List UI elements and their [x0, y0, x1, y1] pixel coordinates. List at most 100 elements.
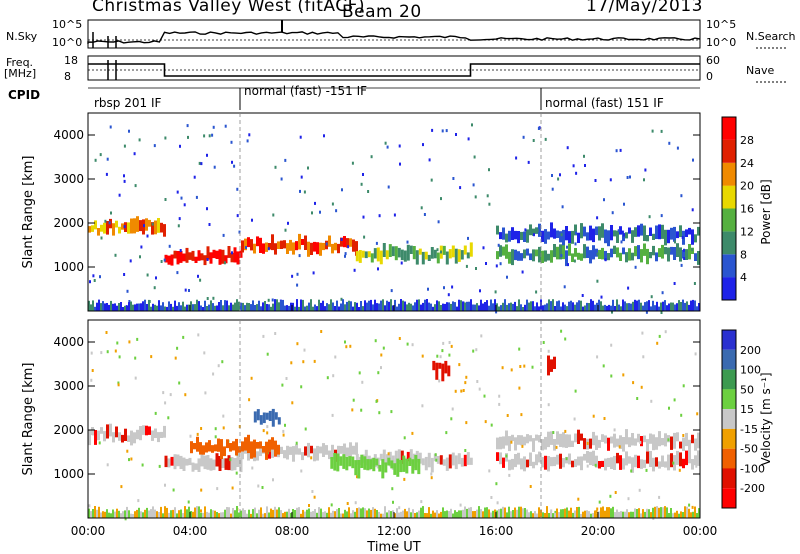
power-speck [691, 248, 694, 252]
power-cell [340, 237, 343, 247]
velocity-speck [345, 345, 348, 349]
velocity-cell [241, 451, 244, 460]
power-speck [375, 241, 378, 245]
power-ground [162, 302, 164, 311]
power-speck [246, 139, 249, 143]
power-ground [430, 303, 432, 311]
power-speck [238, 230, 241, 234]
power-cell [163, 224, 166, 237]
velocity-cell [379, 453, 383, 461]
velocity-speck [128, 340, 131, 344]
velocity-ground [632, 511, 634, 518]
power-speck [495, 310, 498, 314]
velocity-ground [114, 511, 116, 518]
power-ground [170, 303, 172, 311]
velocity-ground [168, 512, 170, 518]
power-ground [630, 303, 632, 311]
velocity-ground [430, 513, 432, 518]
power-ground [352, 306, 354, 311]
power-ground [550, 301, 552, 311]
velocity-speck [295, 441, 298, 445]
velocity-ground [388, 510, 390, 518]
velocity-cell [203, 455, 207, 470]
power-ground [456, 306, 458, 311]
power-cell [604, 229, 607, 244]
velocity-speck [221, 360, 224, 364]
power-cell [640, 223, 643, 236]
x-tick-label: 16:00 [479, 524, 514, 538]
velocity-cell [97, 430, 100, 441]
power-speck [581, 294, 584, 297]
velocity-ground [498, 509, 500, 518]
velocity-cell [523, 456, 526, 472]
velocity-ground [254, 507, 256, 518]
power-speck [436, 248, 439, 252]
velocity-ground [460, 510, 462, 518]
velocity-ground [682, 512, 684, 518]
velocity-speck [382, 346, 385, 350]
velocity-cell [343, 443, 346, 458]
velocity-speck [450, 344, 453, 348]
power-cell [589, 225, 592, 241]
velocity-speck [313, 359, 316, 363]
power-speck [533, 233, 535, 237]
power-cell [625, 232, 628, 239]
velocity-cell [460, 457, 464, 467]
power-speck [451, 285, 454, 289]
velocity-ground [122, 511, 124, 518]
power-ground [206, 306, 208, 311]
velocity-speck [464, 449, 467, 452]
velocity-ground [228, 507, 230, 518]
power-speck [430, 178, 433, 182]
velocity-speck [627, 497, 630, 501]
velocity-cell [655, 457, 658, 467]
power-ground [342, 299, 344, 311]
power-cell [343, 236, 346, 248]
velocity-speck [614, 491, 617, 494]
velocity-speck [274, 332, 277, 335]
power-ground [662, 301, 664, 311]
velocity-ground [530, 511, 532, 518]
power-cell [182, 253, 186, 262]
power-cell [430, 247, 434, 259]
velocity-ground [392, 510, 394, 518]
power-ground [382, 299, 384, 311]
velocity-cell [559, 453, 562, 469]
velocity-speck [641, 331, 644, 335]
velocity-cell [688, 449, 691, 464]
velocity-speck [460, 389, 463, 393]
power-ground [318, 299, 320, 311]
power-ground [498, 306, 500, 311]
velocity-cell [325, 445, 328, 455]
velocity-cell [421, 458, 425, 466]
velocity-ground [146, 507, 148, 518]
velocity-cell [694, 438, 697, 451]
power-ground [192, 304, 194, 311]
velocity-cell [571, 460, 574, 468]
velocity-speck [251, 466, 254, 470]
velocity-cell [547, 456, 550, 472]
power-speck [584, 164, 586, 167]
velocity-ground [662, 507, 664, 518]
velocity-cell [673, 455, 676, 471]
velocity-speck [656, 341, 659, 345]
power-ground [240, 302, 242, 311]
power-ground [364, 300, 366, 311]
velocity-ground [484, 507, 486, 518]
power-cell [118, 226, 121, 234]
velocity-cell [523, 436, 526, 446]
velocity-cell [622, 458, 625, 470]
power-speck [386, 145, 389, 149]
velocity-patch-cell [244, 437, 247, 451]
power-cell [415, 250, 419, 265]
power-cell [203, 255, 207, 266]
velocity-ground [338, 508, 340, 518]
velocity-cell [634, 438, 637, 446]
y-tick-label: 2000 [53, 423, 84, 437]
velocity-ground [206, 511, 208, 518]
velocity-ground [302, 509, 304, 518]
velocity-ground [488, 509, 490, 518]
power-cell [115, 220, 118, 228]
power-ground [204, 300, 206, 311]
